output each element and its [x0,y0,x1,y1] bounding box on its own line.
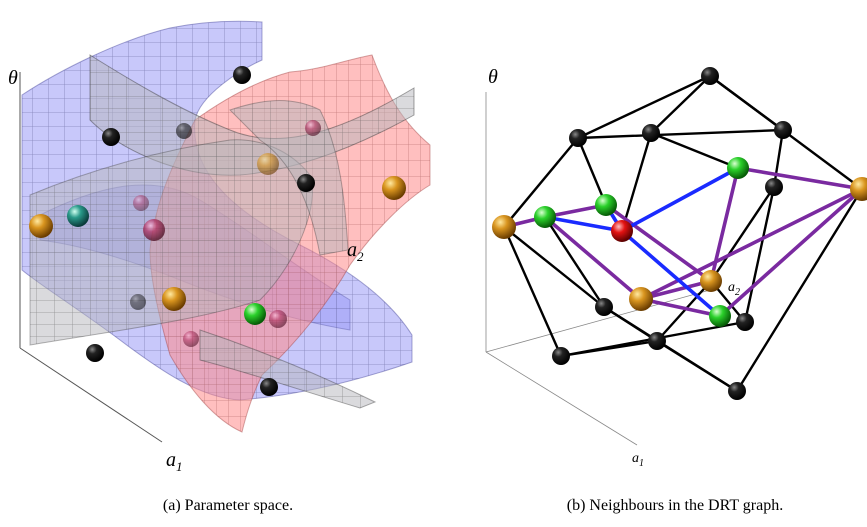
panel-a-spheres [29,66,406,396]
sphere-magenta [133,195,149,211]
node-orange [629,287,653,311]
panel-b: θ a2 a1 [485,66,867,469]
surface-grey-front [229,100,349,256]
node-black [595,298,613,316]
node-black [736,313,754,331]
node-black [642,124,660,142]
node-black [728,382,746,400]
sphere-black [86,344,104,362]
sphere-orange [29,214,53,238]
sphere-black [176,123,192,139]
node-red [611,220,633,242]
sphere-green [244,303,266,325]
sphere-black [130,294,146,310]
node-orange [850,177,867,201]
panel-a-a2-label: a2 [347,239,364,264]
sphere-black [102,128,120,146]
panel-b-axes [485,92,711,446]
sphere-orange [382,176,406,200]
node-orange [492,215,516,239]
node-black [648,332,666,350]
surface-grey-tail [199,329,377,409]
panel-a-a1-label: a1 [166,449,183,474]
graph-edges-black [502,74,864,393]
sphere-black [233,66,251,84]
sphere-teal [67,205,89,227]
panel-b-a1-label: a1 [632,451,644,469]
node-black [765,178,783,196]
node-green [709,305,731,327]
node-green [727,157,749,179]
graph-edges-purple [502,166,864,318]
sphere-orange [257,153,279,175]
sphere-magenta [269,310,287,328]
node-black [774,121,792,139]
graph-nodes [492,67,867,400]
panel-a-theta-label: θ [8,67,18,89]
panel-b-theta-label: θ [488,66,498,88]
panel-a-axes [19,72,163,443]
panel-a: θ a2 a1 [8,20,431,474]
node-green [534,206,556,228]
node-black [569,129,587,147]
sphere-magenta [183,331,199,347]
sphere-black [297,174,315,192]
sphere-black [305,120,321,136]
sphere-black [260,378,278,396]
node-green [595,194,617,216]
caption-b: (b) Neighbours in the DRT graph. [566,497,784,514]
node-black [701,67,719,85]
caption-a: (a) Parameter space. [162,497,294,514]
node-black [552,347,570,365]
panel-b-a2-label: a2 [728,280,740,298]
sphere-orange [162,287,186,311]
sphere-magenta [143,219,165,241]
node-orange [700,270,722,292]
